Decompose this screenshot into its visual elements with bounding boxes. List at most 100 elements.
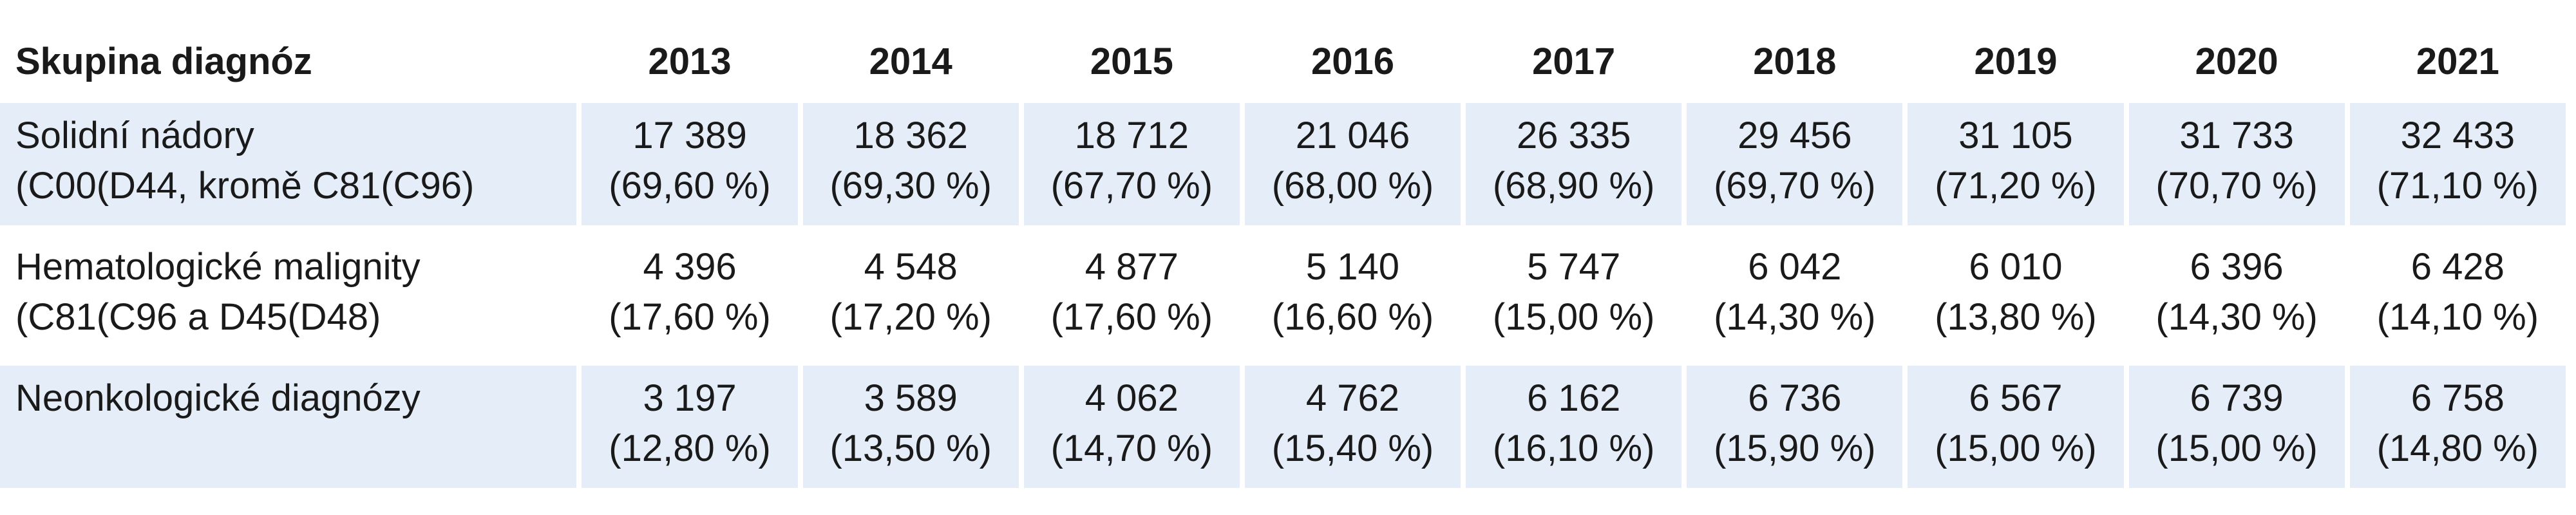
table-cell: 5 140 (16,60 %): [1245, 234, 1461, 357]
table-cell: 29 456 (69,70 %): [1687, 103, 1903, 225]
cell-count: 32 433: [2400, 115, 2515, 156]
cell-percent: (70,70 %): [2155, 165, 2318, 207]
cell-percent: (15,00 %): [2155, 427, 2318, 469]
cell-percent: (69,70 %): [1714, 165, 1876, 207]
cell-count: 29 456: [1738, 115, 1852, 156]
cell-percent: (17,20 %): [829, 296, 992, 338]
table-cell: 6 042 (14,30 %): [1687, 234, 1902, 357]
table-cell: 32 433 (71,10 %): [2349, 103, 2566, 225]
cell-percent: (14,80 %): [2376, 427, 2539, 469]
header-row: Skupina diagnóz 2013 2014 2015 2016 2017…: [0, 19, 2566, 103]
cell-percent: (14,10 %): [2376, 296, 2539, 338]
cell-percent: (67,70 %): [1050, 165, 1213, 207]
table-cell: 17 389 (69,60 %): [582, 103, 798, 225]
table-cell: 21 046 (68,00 %): [1244, 103, 1461, 225]
column-header-year: 2019: [1974, 40, 2058, 82]
row-label: Neonkologické diagnózy: [0, 366, 577, 488]
cell-percent: (13,80 %): [1935, 296, 2097, 338]
table-cell: 6 010 (13,80 %): [1908, 234, 2123, 357]
cell-count: 6 162: [1527, 377, 1621, 419]
table-cell: 4 877 (17,60 %): [1024, 234, 1240, 357]
cell-percent: (14,70 %): [1050, 427, 1213, 469]
column-header-year: 2013: [648, 40, 732, 82]
cell-percent: (15,00 %): [1935, 427, 2097, 469]
table-row: Hematologické malignity (C81(C96 a D45(D…: [0, 234, 2566, 357]
table-cell: 26 335 (68,90 %): [1466, 103, 1682, 225]
column-header-year: 2015: [1090, 40, 1173, 82]
table-cell: 6 162 (16,10 %): [1466, 366, 1682, 488]
diagnosis-groups-table: Skupina diagnóz 2013 2014 2015 2016 2017…: [0, 19, 2571, 488]
table-cell: 5 747 (15,00 %): [1466, 234, 1681, 357]
cell-count: 31 733: [2179, 115, 2294, 156]
cell-count: 17 389: [632, 115, 747, 156]
row-label-line2: (C81(C96 a D45(D48): [15, 296, 381, 338]
cell-percent: (12,80 %): [609, 427, 771, 469]
column-header-year: 2016: [1311, 40, 1395, 82]
table-cell: 4 762 (15,40 %): [1244, 366, 1461, 488]
cell-count: 4 762: [1305, 377, 1400, 419]
cell-count: 6 042: [1748, 246, 1842, 288]
table-row: Neonkologické diagnózy 3 197 (12,80 %) 3 …: [0, 366, 2566, 488]
row-label-line1: Hematologické malignity: [15, 246, 421, 288]
table-cell: 6 736 (15,90 %): [1687, 366, 1903, 488]
row-label-line2: [15, 424, 576, 474]
column-header-year: 2014: [869, 40, 952, 82]
column-header-year: 2020: [2195, 40, 2278, 82]
cell-percent: (14,30 %): [1714, 296, 1876, 338]
table-cell: 3 589 (13,50 %): [802, 366, 1019, 488]
column-header-year: 2017: [1532, 40, 1616, 82]
cell-count: 6 428: [2410, 246, 2505, 288]
cell-count: 6 758: [2410, 377, 2505, 419]
cell-count: 3 589: [864, 377, 958, 419]
table-cell: 6 428 (14,10 %): [2350, 234, 2566, 357]
table-cell: 3 197 (12,80 %): [582, 366, 798, 488]
cell-count: 3 197: [643, 377, 737, 419]
cell-count: 18 362: [853, 115, 968, 156]
column-header-year: 2018: [1753, 40, 1837, 82]
cell-percent: (14,30 %): [2155, 296, 2318, 338]
cell-percent: (68,90 %): [1492, 165, 1655, 207]
table-cell: 31 733 (70,70 %): [2128, 103, 2345, 225]
cell-count: 4 062: [1084, 377, 1179, 419]
row-label: Hematologické malignity (C81(C96 a D45(D…: [0, 234, 576, 357]
cell-count: 6 736: [1748, 377, 1842, 419]
row-label-line1: Neonkologické diagnózy: [15, 377, 421, 419]
cell-count: 4 548: [864, 246, 958, 288]
column-header-year: 2021: [2416, 40, 2499, 82]
cell-percent: (16,60 %): [1271, 296, 1434, 338]
row-label-line1: Solidní nádory: [15, 115, 254, 156]
cell-count: 6 396: [2190, 246, 2284, 288]
cell-percent: (69,60 %): [609, 165, 771, 207]
cell-percent: (68,00 %): [1271, 165, 1434, 207]
cell-count: 6 567: [1969, 377, 2063, 419]
cell-count: 4 877: [1084, 246, 1179, 288]
cell-count: 31 105: [1958, 115, 2073, 156]
cell-count: 6 739: [2190, 377, 2284, 419]
table-cell: 4 548 (17,20 %): [803, 234, 1019, 357]
cell-count: 26 335: [1516, 115, 1631, 156]
table-cell: 4 062 (14,70 %): [1023, 366, 1240, 488]
row-gap: [0, 357, 2566, 366]
row-label: Solidní nádory (C00(D44, kromě C81(C96): [0, 103, 577, 225]
table-cell: 4 396 (17,60 %): [582, 234, 797, 357]
cell-percent: (15,90 %): [1714, 427, 1876, 469]
table-cell: 31 105 (71,20 %): [1908, 103, 2124, 225]
cell-percent: (16,10 %): [1492, 427, 1655, 469]
cell-percent: (71,10 %): [2376, 165, 2539, 207]
cell-percent: (15,40 %): [1271, 427, 1434, 469]
row-gap: [0, 225, 2566, 234]
cell-percent: (13,50 %): [829, 427, 992, 469]
table-cell: 18 712 (67,70 %): [1023, 103, 1240, 225]
table-row: Solidní nádory (C00(D44, kromě C81(C96) …: [0, 103, 2566, 225]
table-cell: 6 567 (15,00 %): [1908, 366, 2124, 488]
cell-percent: (71,20 %): [1935, 165, 2097, 207]
table-cell: 6 758 (14,80 %): [2349, 366, 2566, 488]
cell-percent: (17,60 %): [1050, 296, 1213, 338]
cell-count: 18 712: [1074, 115, 1189, 156]
cell-percent: (17,60 %): [609, 296, 771, 338]
cell-count: 21 046: [1295, 115, 1410, 156]
cell-count: 4 396: [643, 246, 737, 288]
row-label-line2: (C00(D44, kromě C81(C96): [15, 165, 475, 207]
cell-count: 5 140: [1305, 246, 1400, 288]
table-cell: 6 739 (15,00 %): [2128, 366, 2345, 488]
